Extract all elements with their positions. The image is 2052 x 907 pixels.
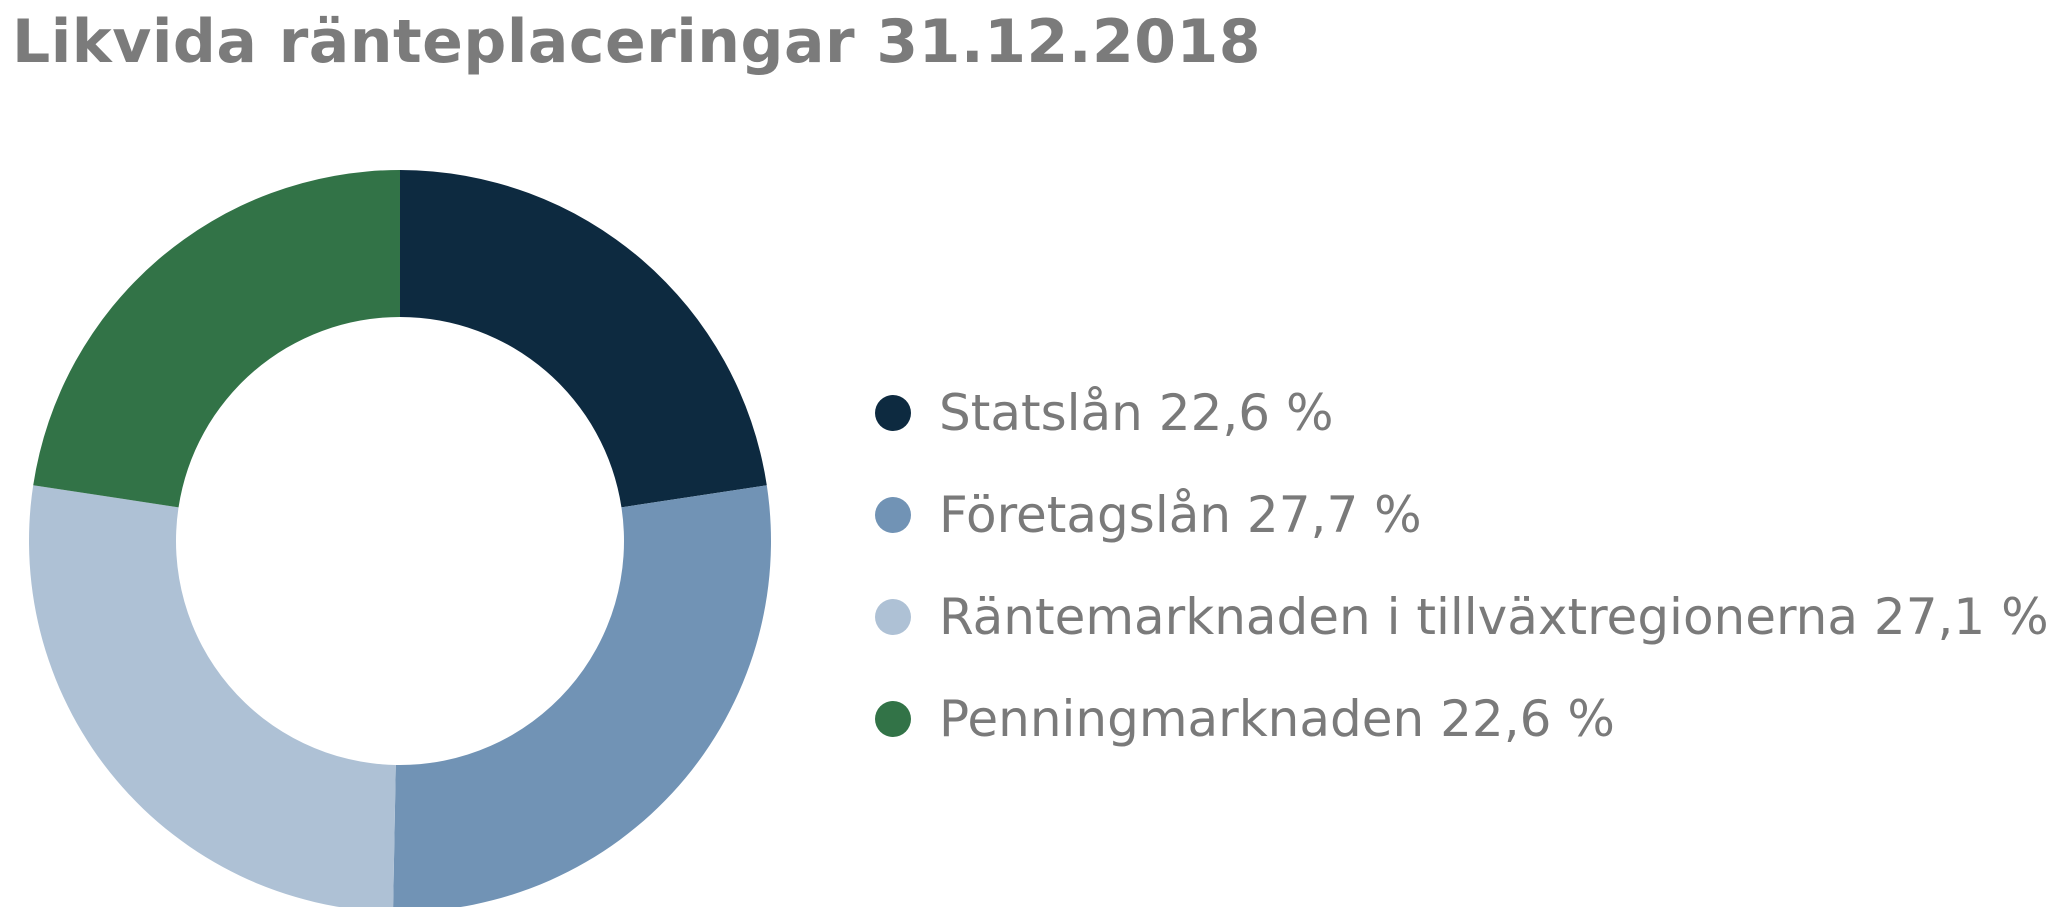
donut-slice-rantemarknaden xyxy=(29,485,396,907)
donut-slice-penningmarknaden xyxy=(33,170,400,508)
legend-swatch-statslan xyxy=(875,395,911,431)
legend-item-penningmarknaden: Penningmarknaden 22,6 % xyxy=(875,668,2049,770)
legend-item-foretagslan: Företagslån 27,7 % xyxy=(875,464,2049,566)
donut-slice-statslan xyxy=(400,170,767,508)
legend-swatch-foretagslan xyxy=(875,497,911,533)
legend-label-foretagslan: Företagslån 27,7 % xyxy=(939,486,1422,544)
legend-label-penningmarknaden: Penningmarknaden 22,6 % xyxy=(939,690,1615,748)
donut-chart xyxy=(29,170,771,907)
legend: Statslån 22,6 % Företagslån 27,7 % Ränte… xyxy=(875,362,2049,770)
legend-swatch-rantemarknaden xyxy=(875,599,911,635)
legend-item-rantemarknaden: Räntemarknaden i tillväxtregionerna 27,1… xyxy=(875,566,2049,668)
legend-swatch-penningmarknaden xyxy=(875,701,911,737)
donut-slice-foretagslan xyxy=(393,485,771,907)
chart-title: Likvida ränteplaceringar 31.12.2018 xyxy=(12,7,1261,77)
legend-label-rantemarknaden: Räntemarknaden i tillväxtregionerna 27,1… xyxy=(939,588,2049,646)
legend-label-statslan: Statslån 22,6 % xyxy=(939,384,1334,442)
legend-item-statslan: Statslån 22,6 % xyxy=(875,362,2049,464)
